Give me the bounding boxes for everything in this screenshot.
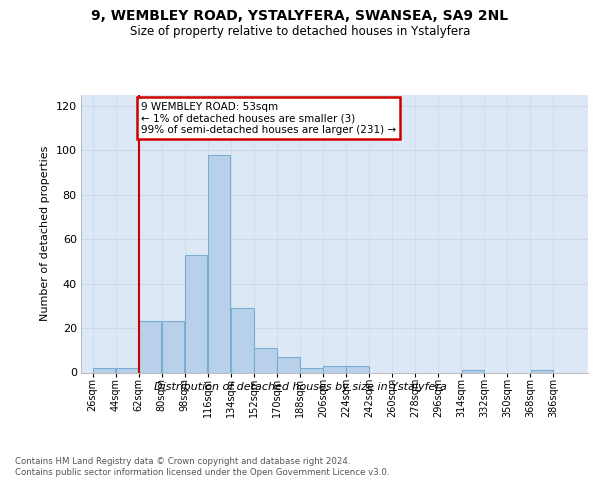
Bar [185,255,208,372]
Bar [531,370,553,372]
Bar [254,348,277,372]
Text: 9, WEMBLEY ROAD, YSTALYFERA, SWANSEA, SA9 2NL: 9, WEMBLEY ROAD, YSTALYFERA, SWANSEA, SA… [91,9,509,23]
Y-axis label: Number of detached properties: Number of detached properties [40,146,50,322]
Bar [346,366,369,372]
Text: 9 WEMBLEY ROAD: 53sqm
← 1% of detached houses are smaller (3)
99% of semi-detach: 9 WEMBLEY ROAD: 53sqm ← 1% of detached h… [141,102,396,135]
Bar [231,308,254,372]
Text: Distribution of detached houses by size in Ystalyfera: Distribution of detached houses by size … [154,382,446,392]
Text: Contains HM Land Registry data © Crown copyright and database right 2024.
Contai: Contains HM Land Registry data © Crown c… [15,458,389,477]
Bar [139,322,161,372]
Bar [461,370,484,372]
Bar [300,368,323,372]
Bar [323,366,346,372]
Bar [208,155,230,372]
Bar [162,322,184,372]
Bar [93,368,115,372]
Bar [277,357,299,372]
Bar [116,368,138,372]
Text: Size of property relative to detached houses in Ystalyfera: Size of property relative to detached ho… [130,25,470,38]
